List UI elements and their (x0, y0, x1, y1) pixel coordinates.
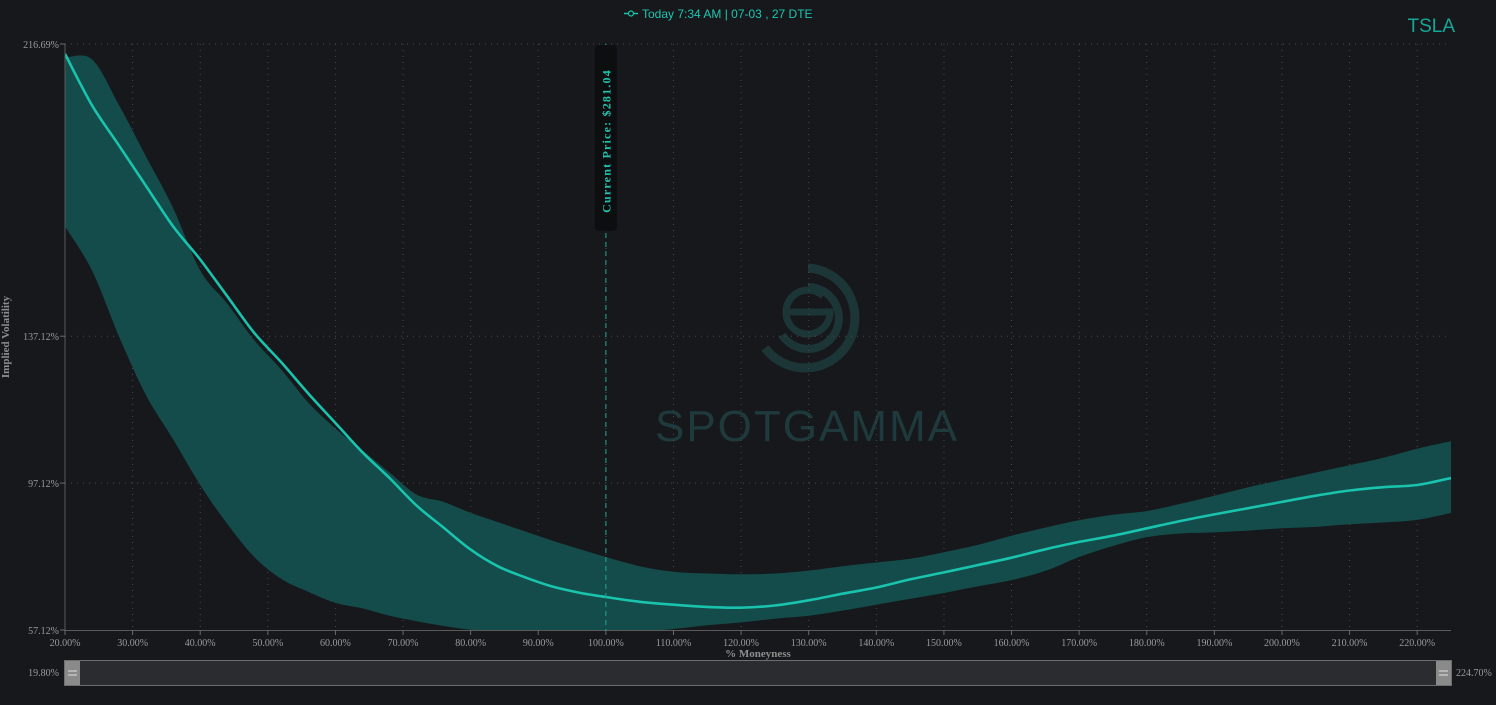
x-tick-label: 220.00% (1399, 638, 1435, 649)
x-tick-label: 80.00% (455, 638, 486, 649)
x-tick-label: 70.00% (388, 638, 419, 649)
range-slider[interactable]: 19.80% 224.70% (28, 660, 1492, 686)
x-tick-label: 150.00% (926, 638, 962, 649)
x-tick-label: 190.00% (1196, 638, 1232, 649)
x-tick-label: 200.00% (1264, 638, 1300, 649)
iv-confidence-band (65, 55, 1451, 631)
current-price-label: Current Price: $281.04 (599, 69, 613, 213)
x-tick-label: 50.00% (252, 638, 283, 649)
x-tick-label: 130.00% (791, 638, 827, 649)
x-tick-label: 110.00% (656, 638, 691, 649)
legend-item[interactable]: Today 7:34 AM | 07-03 , 27 DTE (624, 7, 813, 21)
x-axis-ticks: 20.00% 30.00% 40.00% 50.00% 60.00% 70.00% 80.0… (50, 630, 1435, 649)
x-tick-label: 100.00% (588, 638, 624, 649)
x-tick-label: 90.00% (523, 638, 554, 649)
y-tick-label: 57.12% (28, 626, 59, 637)
range-slider-right-handle[interactable] (1436, 661, 1451, 685)
legend-label: Today 7:34 AM | 07-03 , 27 DTE (642, 7, 813, 21)
iv-curve-line (65, 53, 1451, 610)
spotgamma-logo-icon (761, 263, 860, 373)
x-tick-label: 20.00% (50, 638, 81, 649)
x-tick-label: 210.00% (1332, 638, 1368, 649)
x-tick-label: 160.00% (994, 638, 1030, 649)
watermark-text: SPOTGAMMA (655, 402, 959, 451)
range-slider-min-label: 19.80% (28, 668, 59, 679)
ticker-label: TSLA (1407, 16, 1455, 37)
x-axis-label: % Moneyness (725, 648, 791, 660)
range-slider-max-label: 224.70% (1456, 668, 1492, 679)
x-tick-label: 180.00% (1129, 638, 1165, 649)
x-tick-label: 40.00% (185, 638, 216, 649)
y-tick-label: 137.12% (23, 332, 59, 343)
range-slider-selection[interactable] (80, 661, 1436, 685)
y-tick-label: 216.69% (23, 40, 59, 51)
x-tick-label: 140.00% (858, 638, 894, 649)
legend-marker-icon (627, 10, 635, 17)
x-tick-label: 120.00% (723, 638, 759, 649)
y-axis-ticks: 57.12% 97.12% 137.12% 216.69% (23, 40, 65, 637)
current-price-label-box (594, 45, 617, 231)
x-tick-label: 60.00% (320, 638, 351, 649)
y-axis-label: Implied Volatility (0, 295, 12, 378)
x-tick-label: 170.00% (1061, 638, 1097, 649)
range-slider-left-handle[interactable] (65, 661, 80, 685)
y-tick-label: 97.12% (28, 479, 59, 490)
x-tick-label: 30.00% (117, 638, 148, 649)
